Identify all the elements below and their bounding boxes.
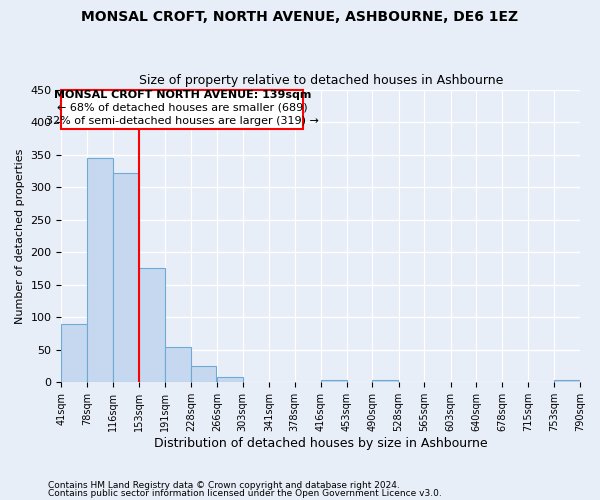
Bar [191,366,217,382]
Bar [61,324,87,382]
Bar [372,380,398,382]
X-axis label: Distribution of detached houses by size in Ashbourne: Distribution of detached houses by size … [154,437,488,450]
Text: 32% of semi-detached houses are larger (319) →: 32% of semi-detached houses are larger (… [46,116,319,126]
Bar [321,380,347,382]
Text: MONSAL CROFT NORTH AVENUE: 139sqm: MONSAL CROFT NORTH AVENUE: 139sqm [53,90,311,100]
Bar [113,173,139,382]
Text: MONSAL CROFT, NORTH AVENUE, ASHBOURNE, DE6 1EZ: MONSAL CROFT, NORTH AVENUE, ASHBOURNE, D… [82,10,518,24]
FancyBboxPatch shape [61,90,303,128]
Bar [139,268,164,382]
Y-axis label: Number of detached properties: Number of detached properties [15,148,25,324]
Bar [87,158,113,382]
Text: Contains HM Land Registry data © Crown copyright and database right 2024.: Contains HM Land Registry data © Crown c… [48,481,400,490]
Text: Contains public sector information licensed under the Open Government Licence v3: Contains public sector information licen… [48,488,442,498]
Bar [165,347,191,382]
Bar [217,377,243,382]
Text: ← 68% of detached houses are smaller (689): ← 68% of detached houses are smaller (68… [57,103,308,113]
Bar [554,380,580,382]
Title: Size of property relative to detached houses in Ashbourne: Size of property relative to detached ho… [139,74,503,87]
